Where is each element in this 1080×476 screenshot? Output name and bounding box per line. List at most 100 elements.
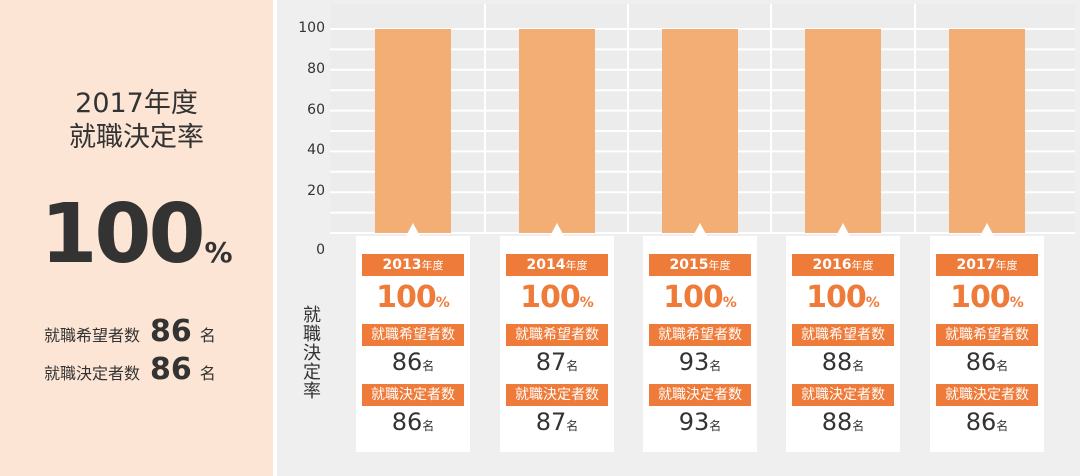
card-applicants-value: 88 xyxy=(821,348,853,376)
card-applicants-value: 86 xyxy=(965,348,997,376)
card-applicants: 86名 xyxy=(356,348,470,376)
card-applicants: 87名 xyxy=(500,348,614,376)
card-rate-value: 100 xyxy=(376,280,437,315)
card-applicants-unit: 名 xyxy=(852,359,865,373)
summary-year-label: 2017年度 xyxy=(75,88,198,119)
summary-rate-value: 100 xyxy=(40,187,205,282)
card-applicants-label: 就職希望者数 xyxy=(649,324,751,346)
year-card: 2017年度 100% 就職希望者数 86名 就職決定者数 86名 xyxy=(930,236,1044,452)
card-hired-unit: 名 xyxy=(996,419,1009,433)
card-applicants-label: 就職希望者数 xyxy=(506,324,608,346)
card-applicants: 88名 xyxy=(786,348,900,376)
card-rate: 100% xyxy=(643,280,757,315)
card-rate-value: 100 xyxy=(950,280,1011,315)
card-rate-unit: % xyxy=(435,295,450,311)
year-card: 2016年度 100% 就職希望者数 88名 就職決定者数 88名 xyxy=(786,236,900,452)
summary-applicants-value: 86 xyxy=(150,314,192,349)
card-hired: 87名 xyxy=(500,408,614,436)
bar-2014年度 xyxy=(519,29,595,233)
card-rate-value: 100 xyxy=(520,280,581,315)
summary-panel: 2017年度 就職決定率 100% 就職希望者数 86 名 就職決定者数 86 … xyxy=(0,0,273,476)
card-hired: 86名 xyxy=(356,408,470,436)
card-rate-unit: % xyxy=(1009,295,1024,311)
summary-rate-unit: % xyxy=(204,236,233,269)
card-hired-unit: 名 xyxy=(709,419,722,433)
y-tick-label: 0 xyxy=(316,242,325,258)
summary-hired-unit: 名 xyxy=(199,364,216,383)
y-tick-label: 60 xyxy=(307,101,325,118)
bar-pointer xyxy=(406,223,420,236)
card-hired-label: 就職決定者数 xyxy=(936,384,1038,406)
card-rate-unit: % xyxy=(579,295,594,311)
bar-pointer xyxy=(550,223,564,236)
summary-hired-value: 86 xyxy=(150,352,192,387)
card-year-label: 2013年度 xyxy=(362,254,464,276)
card-rate: 100% xyxy=(786,280,900,315)
card-year-label: 2015年度 xyxy=(649,254,751,276)
card-year-num: 2015 xyxy=(669,257,709,273)
card-rate-value: 100 xyxy=(663,280,724,315)
bar-pointer xyxy=(980,223,994,236)
card-rate-unit: % xyxy=(722,295,737,311)
summary-applicants-unit: 名 xyxy=(199,326,216,345)
card-applicants-unit: 名 xyxy=(996,359,1009,373)
y-axis-title: 就職決定率 xyxy=(300,305,321,400)
card-rate: 100% xyxy=(356,280,470,315)
year-card: 2015年度 100% 就職希望者数 93名 就職決定者数 93名 xyxy=(643,236,757,452)
card-applicants-value: 93 xyxy=(678,348,710,376)
card-hired-label: 就職決定者数 xyxy=(649,384,751,406)
card-applicants-value: 87 xyxy=(535,348,567,376)
card-year-num: 2016 xyxy=(812,257,852,273)
card-applicants-label: 就職希望者数 xyxy=(792,324,894,346)
summary-hired: 就職決定者数 86 名 xyxy=(44,352,216,387)
bar-2013年度 xyxy=(375,29,451,233)
card-hired: 86名 xyxy=(930,408,1044,436)
bar-2017年度 xyxy=(949,29,1025,233)
summary-rate: 100% xyxy=(0,190,273,302)
summary-applicants: 就職希望者数 86 名 xyxy=(44,314,216,349)
y-tick-label: 100 xyxy=(298,20,325,36)
y-tick-label: 40 xyxy=(307,142,325,159)
card-year-num: 2014 xyxy=(526,257,566,273)
card-applicants: 93名 xyxy=(643,348,757,376)
card-hired-value: 86 xyxy=(391,408,423,436)
card-hired-value: 86 xyxy=(965,408,997,436)
summary-hired-label: 就職決定者数 xyxy=(44,364,141,383)
bar-pointer xyxy=(836,223,850,236)
card-hired-label: 就職決定者数 xyxy=(506,384,608,406)
bar-2015年度 xyxy=(662,29,738,233)
y-tick-label: 80 xyxy=(307,60,325,77)
card-hired-value: 87 xyxy=(535,408,567,436)
year-card: 2014年度 100% 就職希望者数 87名 就職決定者数 87名 xyxy=(500,236,614,452)
card-applicants-label: 就職希望者数 xyxy=(362,324,464,346)
card-applicants-label: 就職希望者数 xyxy=(936,324,1038,346)
card-hired-unit: 名 xyxy=(422,419,435,433)
card-applicants-value: 86 xyxy=(391,348,423,376)
chart-area xyxy=(277,0,1080,476)
card-rate-value: 100 xyxy=(806,280,867,315)
card-hired-value: 88 xyxy=(821,408,853,436)
card-year-label: 2014年度 xyxy=(506,254,608,276)
card-hired-label: 就職決定者数 xyxy=(362,384,464,406)
card-year-suffix: 年度 xyxy=(851,259,874,272)
card-applicants-unit: 名 xyxy=(709,359,722,373)
card-year-suffix: 年度 xyxy=(421,259,444,272)
bar-chart xyxy=(330,4,1075,236)
y-tick-label: 20 xyxy=(307,183,325,200)
card-hired: 88名 xyxy=(786,408,900,436)
card-hired-unit: 名 xyxy=(566,419,579,433)
card-applicants: 86名 xyxy=(930,348,1044,376)
year-card: 2013年度 100% 就職希望者数 86名 就職決定者数 86名 xyxy=(356,236,470,452)
bar-pointer xyxy=(693,223,707,236)
card-hired-unit: 名 xyxy=(852,419,865,433)
summary-rate-title: 就職決定率 xyxy=(69,122,204,153)
summary-applicants-label: 就職希望者数 xyxy=(44,326,141,345)
card-hired: 93名 xyxy=(643,408,757,436)
card-year-label: 2016年度 xyxy=(792,254,894,276)
card-year-suffix: 年度 xyxy=(708,259,731,272)
card-applicants-unit: 名 xyxy=(422,359,435,373)
card-rate-unit: % xyxy=(865,295,880,311)
card-year-suffix: 年度 xyxy=(995,259,1018,272)
card-hired-label: 就職決定者数 xyxy=(792,384,894,406)
card-hired-value: 93 xyxy=(678,408,710,436)
